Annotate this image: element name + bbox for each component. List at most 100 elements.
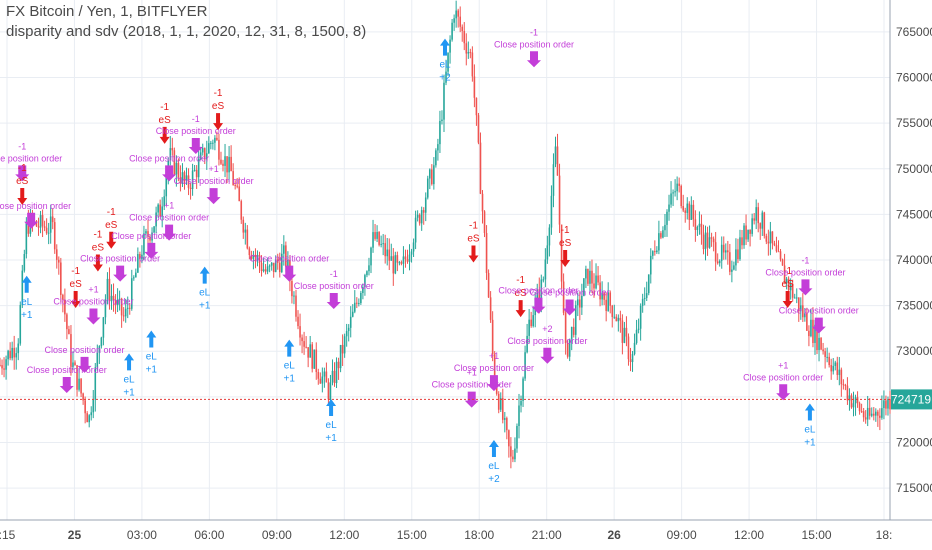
candle-body — [467, 52, 470, 54]
candle-body — [885, 400, 887, 409]
close-order-qty: +1 — [489, 351, 499, 361]
candle-body — [690, 204, 693, 220]
long-entry-arrow — [804, 403, 815, 421]
x-tick-label: 18: — [876, 528, 893, 542]
candle-body — [378, 231, 380, 245]
candle-body — [230, 156, 232, 172]
candle-body — [382, 243, 384, 245]
candle-body — [700, 223, 703, 235]
candle-body — [66, 314, 68, 330]
candle-body — [777, 251, 780, 253]
candle-body — [157, 204, 159, 213]
y-tick-label: 765000 — [896, 25, 932, 39]
long-entry-arrow — [21, 275, 32, 293]
candle-body — [153, 226, 155, 233]
candle-body — [82, 393, 84, 401]
candle-body — [868, 407, 871, 416]
close-order-label: Close position order — [765, 267, 845, 277]
candle-body — [74, 362, 76, 366]
candle-body — [163, 196, 166, 207]
close-order-marker — [464, 391, 479, 408]
candle-body — [743, 225, 745, 246]
close-order-marker — [15, 165, 30, 182]
candle-body — [718, 260, 721, 264]
candle-body — [812, 319, 814, 343]
candle-body — [860, 411, 863, 413]
candle-body — [64, 299, 66, 315]
candle-body — [611, 305, 614, 318]
candle-body — [512, 456, 514, 460]
candle-body — [455, 10, 457, 19]
candle-body — [384, 243, 386, 257]
candle-body — [787, 278, 790, 291]
candle-body — [493, 354, 496, 385]
candle-body — [483, 211, 486, 233]
close-order-label: Close position order — [129, 213, 209, 223]
candle-body — [45, 227, 48, 234]
close-order-label: Close position order — [0, 153, 62, 163]
candle-body — [159, 204, 161, 217]
candle-body — [877, 411, 879, 416]
candle-body — [660, 233, 662, 238]
candle-body — [313, 349, 316, 369]
candle-body — [86, 413, 88, 423]
candle-body — [335, 361, 338, 384]
close-order-marker — [113, 265, 128, 282]
short-entry-arrow — [213, 113, 224, 131]
close-order-marker — [531, 297, 546, 314]
candle-body — [266, 266, 269, 272]
candle-body — [781, 259, 784, 266]
candle-body — [331, 370, 334, 383]
candle-body — [104, 299, 107, 318]
candle-body — [345, 331, 348, 337]
short-entry-arrow — [70, 291, 81, 309]
candle-body — [625, 327, 628, 337]
candle-body — [11, 347, 13, 359]
candle-body — [753, 218, 755, 221]
short-entry-qty: -1 — [214, 88, 223, 99]
candle-body — [791, 284, 794, 298]
candle-body — [214, 137, 216, 143]
y-tick-label: 735000 — [896, 299, 932, 313]
candle-body — [414, 217, 417, 243]
candle-body — [678, 183, 680, 186]
long-entry-label: eL — [284, 361, 296, 372]
candle-body — [416, 214, 419, 218]
candle-body — [169, 148, 172, 161]
candle-body — [836, 362, 839, 375]
candle-body — [844, 384, 847, 386]
candle-body — [808, 330, 810, 337]
candle-body — [656, 250, 658, 253]
candle-body — [260, 262, 263, 272]
close-order-label: Close position order — [45, 345, 125, 355]
candle-body — [7, 350, 9, 360]
candle-body — [78, 378, 80, 390]
candle-body — [605, 299, 607, 311]
candle-body — [838, 369, 841, 375]
candle-body — [37, 226, 40, 228]
candle-body — [797, 297, 800, 312]
candle-body — [187, 175, 190, 188]
candle-body — [437, 144, 439, 151]
short-entry-label: eS — [559, 238, 572, 249]
candle-body — [487, 272, 490, 298]
candle-body — [702, 234, 705, 250]
long-entry-qty: +1 — [123, 387, 135, 398]
candle-body — [165, 176, 168, 197]
candle-body — [662, 230, 664, 238]
candle-body — [96, 352, 99, 368]
candles — [0, 0, 891, 469]
candle-body — [356, 302, 358, 304]
candle-body — [779, 251, 782, 260]
candle-body — [287, 260, 289, 267]
candle-body — [692, 204, 695, 220]
y-tick-label: 760000 — [896, 71, 932, 85]
candle-body — [599, 282, 601, 300]
short-entry-arrow — [782, 291, 793, 309]
candle-body — [775, 245, 778, 252]
x-tick-label: 03:00 — [127, 528, 157, 542]
candle-body — [706, 232, 709, 248]
long-entry-label: eL — [146, 352, 158, 363]
